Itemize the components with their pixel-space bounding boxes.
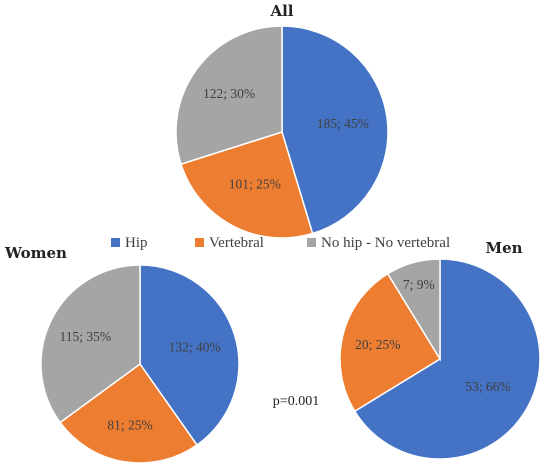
chart-title-men: Men	[485, 239, 522, 257]
legend-swatch-hip	[111, 238, 120, 247]
pie-slice-women-vertebral	[59, 362, 199, 464]
legend-swatch-vertebral	[195, 238, 204, 247]
pie-chart-women: 132; 40% 81; 25% 115; 35%	[40, 264, 240, 464]
chart-title-all: All	[269, 2, 293, 20]
pie-slice-all-hip	[281, 25, 389, 235]
chart-title-women: Women	[4, 244, 67, 262]
slice-label-women-vertebral: 81; 25%	[107, 418, 152, 433]
pie-chart-men: 53; 66% 20; 25% 7; 9%	[339, 258, 541, 460]
slice-label-all-no-hip-no-vertebral: 122; 30%	[203, 86, 255, 101]
slice-label-men-hip: 53; 66%	[465, 379, 510, 394]
pie-slice-men-vertebral	[339, 272, 442, 413]
p-value-annotation: p=0.001	[273, 394, 319, 409]
legend-label-hip: Hip	[125, 235, 148, 251]
pie-slice-men-no-hip-no-vertebral	[386, 258, 441, 362]
slice-label-women-no-hip-no-vertebral: 115; 35%	[59, 329, 111, 344]
pie-slice-all-vertebral	[180, 131, 314, 239]
pie-slice-all-no-hip-no-vertebral	[175, 25, 283, 166]
pie-chart-all: 185; 45% 101; 25% 122; 30%	[175, 25, 389, 239]
slice-label-all-hip: 185; 45%	[317, 116, 369, 131]
pie-slice-women-no-hip-no-vertebral	[40, 264, 141, 424]
slice-label-men-vertebral: 20; 25%	[355, 337, 400, 352]
pie-slice-women-hip	[139, 264, 240, 447]
slice-label-all-vertebral: 101; 25%	[229, 177, 281, 192]
pie-slice-men-hip	[353, 258, 541, 460]
legend-swatch-no-hip-no-vertebral	[307, 238, 316, 247]
legend-label-vertebral: Vertebral	[209, 235, 264, 251]
legend: Hip Vertebral No hip - No vertebral	[111, 235, 450, 251]
slice-label-men-no-hip-no-vertebral: 7; 9%	[403, 277, 435, 292]
slice-label-women-hip: 132; 40%	[169, 340, 221, 355]
legend-label-no-hip-no-vertebral: No hip - No vertebral	[321, 235, 450, 251]
